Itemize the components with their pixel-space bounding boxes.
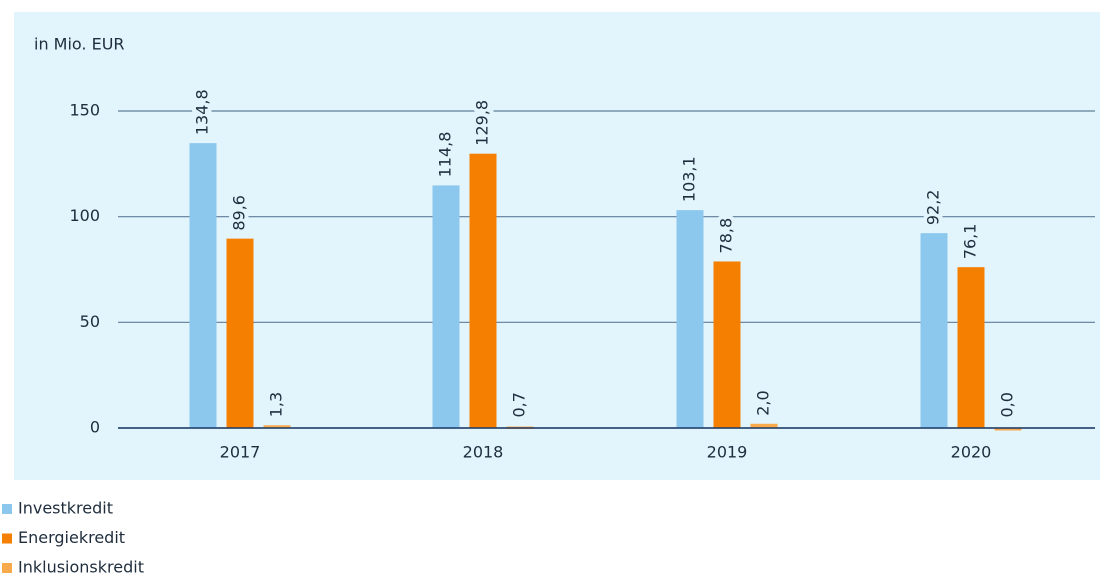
bar: [750, 423, 778, 428]
data-label: 76,1: [961, 224, 980, 260]
bar: [469, 153, 497, 428]
data-label: 0,0: [998, 392, 1017, 417]
y-tick-label: 150: [69, 101, 100, 120]
bar: [920, 233, 948, 428]
x-tick-label: 2017: [220, 443, 261, 462]
legend-swatch: [2, 563, 12, 573]
legend-label: Investkredit: [18, 499, 113, 518]
data-label: 114,8: [436, 132, 455, 178]
bar: [676, 210, 704, 428]
bar: [189, 143, 217, 428]
bar: [263, 425, 291, 428]
data-label: 92,2: [924, 190, 943, 226]
y-tick-label: 0: [90, 418, 100, 437]
data-label: 0,7: [510, 392, 529, 417]
x-tick-label: 2019: [707, 443, 748, 462]
legend-label: Inklusionskredit: [18, 558, 144, 577]
y-tick-label: 50: [80, 312, 100, 331]
legend-swatch: [2, 533, 12, 544]
data-label: 134,8: [193, 89, 212, 135]
y-tick-label: 100: [69, 206, 100, 225]
bar: [432, 185, 460, 428]
y-axis-label: in Mio. EUR: [34, 35, 125, 54]
data-label: 1,3: [267, 392, 286, 417]
bar: [226, 238, 254, 428]
bar: [957, 267, 985, 428]
legend-swatch: [2, 504, 12, 514]
legend-label: Energiekredit: [18, 528, 125, 547]
data-label: 2,0: [754, 390, 773, 415]
data-label: 89,6: [230, 195, 249, 231]
bar: [713, 261, 741, 428]
data-label: 129,8: [473, 100, 492, 146]
data-label: 78,8: [717, 218, 736, 254]
x-tick-label: 2018: [463, 443, 504, 462]
bar: [994, 428, 1022, 431]
data-label: 103,1: [680, 156, 699, 202]
x-tick-label: 2020: [951, 443, 992, 462]
